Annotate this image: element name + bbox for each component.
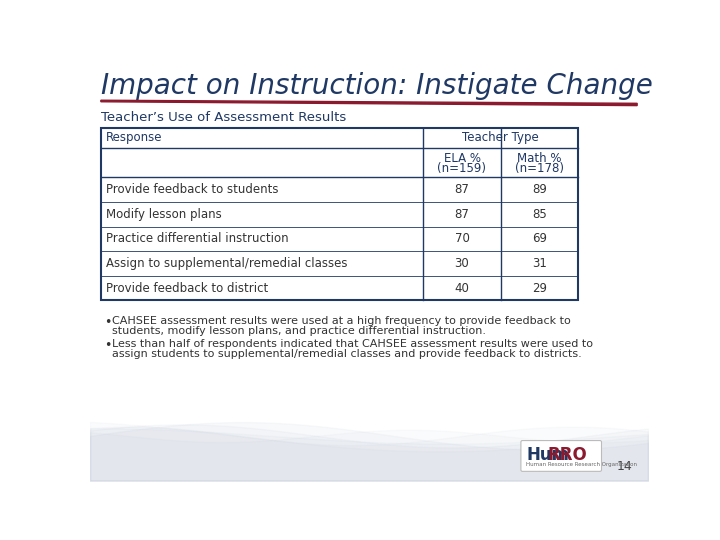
Text: RRO: RRO — [547, 446, 587, 464]
Text: Provide feedback to district: Provide feedback to district — [106, 281, 268, 295]
Text: Hum: Hum — [526, 446, 570, 464]
Text: Math %: Math % — [517, 152, 562, 165]
Text: 14: 14 — [617, 460, 632, 473]
Bar — [101, 202, 578, 226]
Text: Modify lesson plans: Modify lesson plans — [106, 208, 221, 221]
Text: 89: 89 — [532, 183, 547, 196]
Bar — [101, 276, 578, 300]
Text: CAHSEE assessment results were used at a high frequency to provide feedback to: CAHSEE assessment results were used at a… — [112, 316, 570, 326]
Text: 87: 87 — [454, 208, 469, 221]
Text: •: • — [104, 339, 112, 352]
Text: 31: 31 — [532, 257, 547, 270]
Text: students, modify lesson plans, and practice differential instruction.: students, modify lesson plans, and pract… — [112, 326, 486, 336]
Text: 70: 70 — [454, 232, 469, 245]
Text: 40: 40 — [454, 281, 469, 295]
Bar — [101, 148, 578, 177]
Text: 69: 69 — [532, 232, 547, 245]
Text: 87: 87 — [454, 183, 469, 196]
Text: 30: 30 — [454, 257, 469, 270]
Text: 29: 29 — [532, 281, 547, 295]
FancyBboxPatch shape — [521, 441, 601, 471]
Text: Teacher’s Use of Assessment Results: Teacher’s Use of Assessment Results — [101, 111, 346, 124]
Bar — [101, 177, 578, 202]
Text: Impact on Instruction: Instigate Change: Impact on Instruction: Instigate Change — [101, 72, 653, 100]
Text: •: • — [104, 316, 112, 329]
Text: Practice differential instruction: Practice differential instruction — [106, 232, 288, 245]
Text: assign students to supplemental/remedial classes and provide feedback to distric: assign students to supplemental/remedial… — [112, 349, 582, 359]
Bar — [101, 226, 578, 251]
Text: Less than half of respondents indicated that CAHSEE assessment results were used: Less than half of respondents indicated … — [112, 339, 593, 349]
Text: Human Resource Research Organization: Human Resource Research Organization — [526, 462, 637, 467]
Bar — [101, 251, 578, 276]
Text: Provide feedback to students: Provide feedback to students — [106, 183, 278, 196]
Bar — [101, 128, 578, 148]
Text: 85: 85 — [532, 208, 547, 221]
Bar — [101, 128, 578, 300]
Text: Assign to supplemental/remedial classes: Assign to supplemental/remedial classes — [106, 257, 347, 270]
Text: ELA %: ELA % — [444, 152, 480, 165]
Text: (n=159): (n=159) — [438, 162, 487, 175]
Text: Response: Response — [106, 131, 162, 144]
Polygon shape — [101, 100, 637, 106]
Text: Teacher Type: Teacher Type — [462, 131, 539, 144]
Text: (n=178): (n=178) — [515, 162, 564, 175]
